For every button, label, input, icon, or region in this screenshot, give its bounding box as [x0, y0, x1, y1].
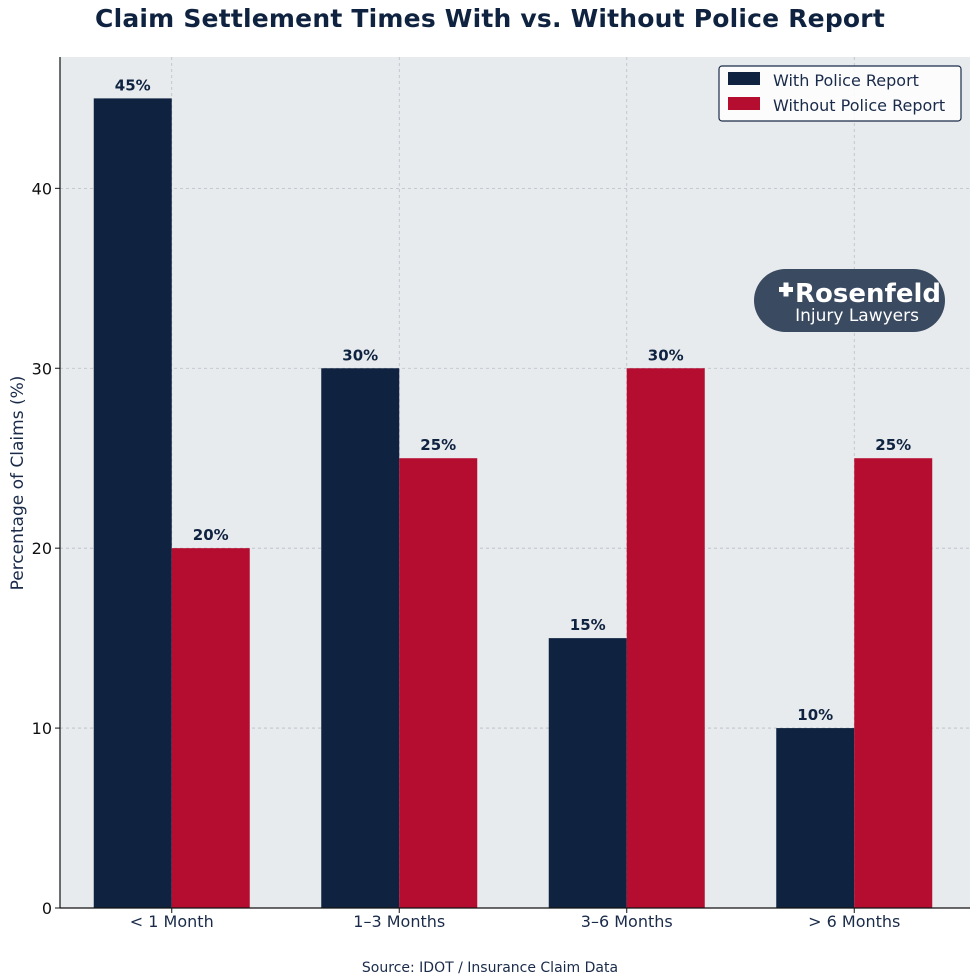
bar-with-report	[321, 368, 400, 909]
y-tick-label: 40	[32, 179, 52, 198]
data-label: 20%	[193, 526, 229, 544]
legend-box	[718, 65, 962, 122]
logo-text-sub: Injury Lawyers	[795, 306, 919, 326]
bar-without-report	[171, 548, 250, 908]
x-tick-label: 3–6 Months	[581, 912, 673, 931]
bar-without-report	[399, 458, 478, 908]
data-label: 25%	[875, 436, 911, 454]
x-tick-label: > 6 Months	[808, 912, 900, 931]
bar-with-report	[776, 728, 855, 908]
bar-without-report	[626, 368, 705, 909]
bar-with-report	[93, 98, 172, 908]
y-tick-label: 20	[32, 539, 52, 558]
axes: 0 10 20 30 40 < 1 Month 1–3 Months 3–6 Months > …	[32, 57, 970, 931]
bars	[93, 98, 933, 909]
bar-with-report	[548, 638, 627, 908]
y-tick-label: 10	[32, 719, 52, 738]
legend-swatch-with-report	[728, 72, 760, 85]
y-tick-label: 30	[32, 359, 52, 378]
data-label: 30%	[342, 346, 378, 364]
y-tick-label: 0	[42, 899, 52, 918]
legend: With Police Report Without Police Report	[718, 65, 962, 122]
logo-text-main: Rosenfeld	[795, 279, 941, 309]
y-axis-label: Percentage of Claims (%)	[8, 376, 28, 591]
chart-title: Claim Settlement Times With vs. Without …	[95, 4, 885, 33]
legend-swatch-without-report	[728, 97, 760, 110]
legend-label-with-report: With Police Report	[773, 71, 919, 90]
data-label: 30%	[648, 346, 684, 364]
chart-source: Source: IDOT / Insurance Claim Data	[361, 960, 619, 976]
data-label: 25%	[420, 436, 456, 454]
x-tick-label: 1–3 Months	[353, 912, 445, 931]
bar-without-report	[854, 458, 933, 908]
rosenfeld-logo: Rosenfeld Injury Lawyers	[754, 269, 945, 332]
data-label: 10%	[797, 706, 833, 724]
data-label: 45%	[115, 76, 151, 94]
logo-pill	[754, 269, 945, 332]
legend-label-without-report: Without Police Report	[773, 96, 945, 115]
data-labels: 45% 30% 15% 10% 20% 25% 30% 25%	[115, 76, 911, 724]
x-tick-label: < 1 Month	[130, 912, 214, 931]
data-label: 15%	[570, 616, 606, 634]
cross-icon	[779, 282, 793, 297]
